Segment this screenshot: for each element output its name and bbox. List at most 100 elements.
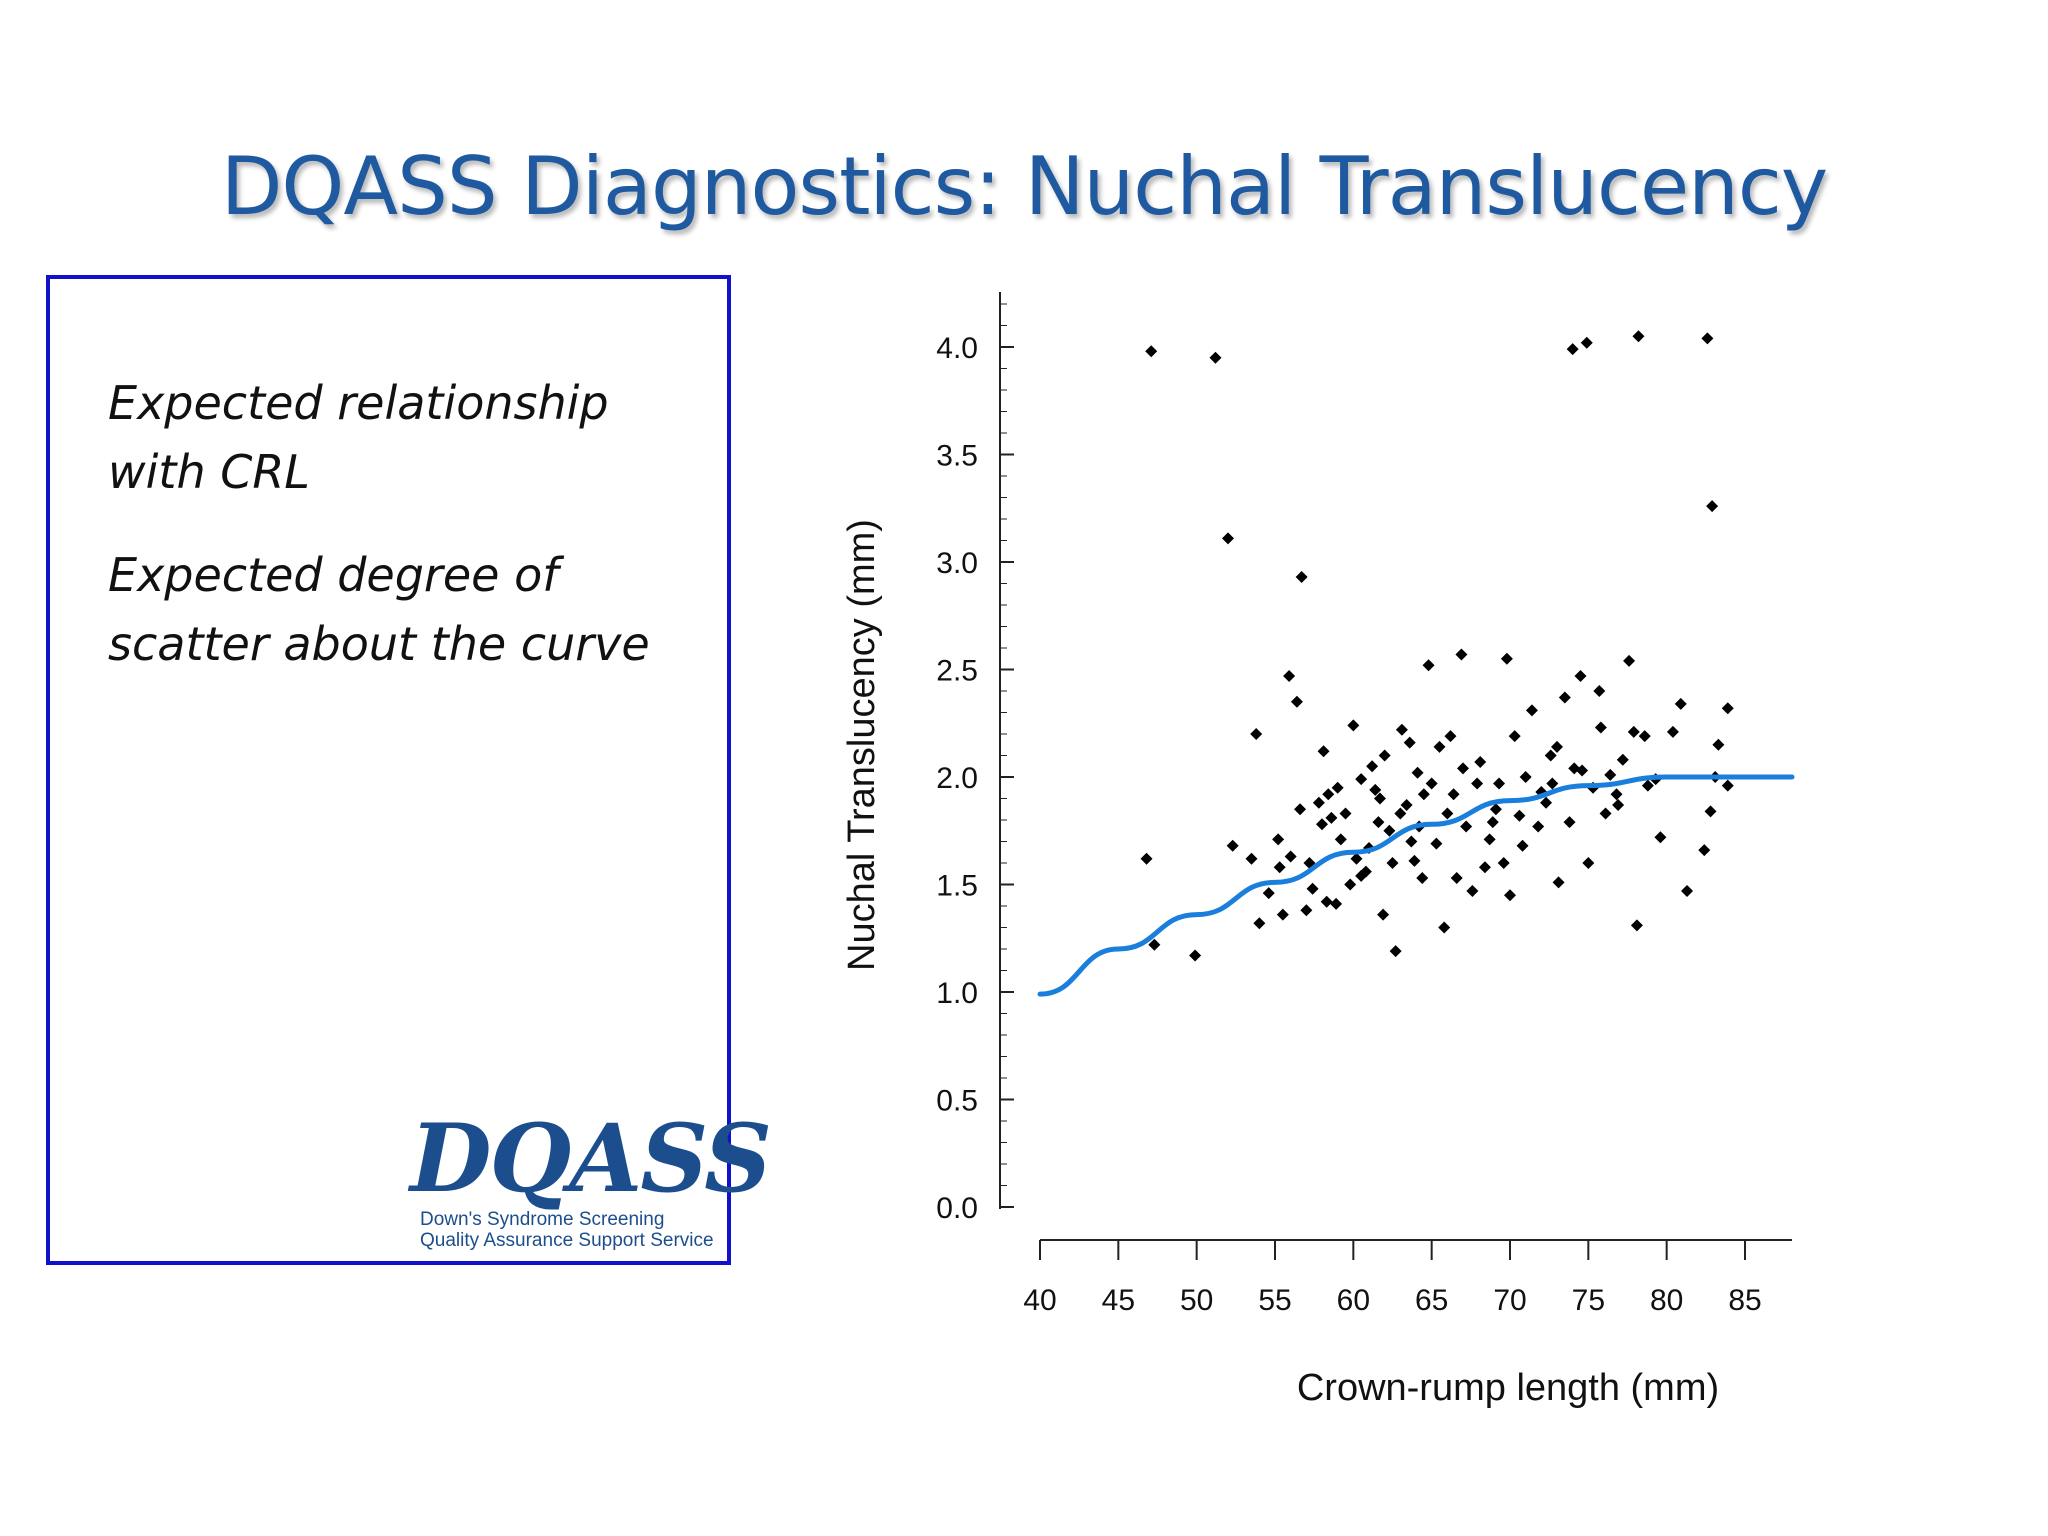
data-point [1331, 781, 1344, 794]
data-point [1504, 889, 1516, 902]
expected-curve [1037, 774, 1795, 997]
data-point [1513, 809, 1526, 822]
data-point [1322, 788, 1335, 801]
data-point [1471, 777, 1484, 790]
data-point [1373, 792, 1386, 805]
data-point [1355, 773, 1368, 786]
data-point [1273, 861, 1286, 874]
data-point [1551, 740, 1563, 753]
data-point [1320, 895, 1333, 908]
data-point [1478, 861, 1491, 874]
data-point [1325, 811, 1338, 824]
data-point [1516, 839, 1529, 852]
data-point [1276, 908, 1289, 921]
data-point [1566, 343, 1579, 356]
data-point [1395, 723, 1408, 736]
slide-title: DQASS Diagnostics: Nuchal Translucency [220, 140, 1828, 233]
data-point [1457, 762, 1469, 775]
data-point [1290, 695, 1303, 708]
bullet-scatter-line-2: scatter about the curve [108, 617, 650, 671]
data-point [1189, 949, 1202, 962]
x-tick-label: 80 [1650, 1284, 1683, 1317]
data-point [1383, 824, 1396, 837]
data-point [1486, 816, 1499, 829]
data-point [1438, 921, 1451, 934]
x-axis-title: Crown-rump length (mm) [1297, 1367, 1719, 1409]
data-point [1317, 745, 1330, 758]
data-point [1425, 777, 1438, 790]
data-point [1493, 777, 1506, 790]
data-point [1574, 669, 1587, 682]
data-point [1209, 351, 1222, 364]
data-point [1444, 730, 1457, 743]
data-point [1627, 725, 1640, 738]
x-tick-label: 85 [1728, 1284, 1761, 1317]
y-tick-label: 2.5 [936, 655, 978, 688]
data-point [1638, 730, 1651, 743]
data-point [1721, 702, 1734, 715]
data-point [1489, 803, 1502, 816]
y-tick-label: 3.0 [936, 547, 978, 580]
bullet-scatter: Expected degree of scatter about the cur… [108, 541, 650, 679]
data-point [1474, 755, 1487, 768]
data-point [1295, 571, 1308, 584]
data-point [1706, 500, 1719, 513]
data-point [1552, 876, 1565, 889]
data-point [1612, 798, 1625, 811]
y-tick-label: 1.5 [936, 870, 978, 903]
data-point [1576, 764, 1589, 777]
data-point [1334, 833, 1347, 846]
y-tick-label: 0.0 [936, 1192, 978, 1225]
data-point [1145, 345, 1158, 358]
data-point [1460, 820, 1473, 833]
x-tick-label: 75 [1572, 1284, 1605, 1317]
data-point [1411, 766, 1424, 779]
data-point [1483, 833, 1496, 846]
data-point [1508, 730, 1521, 743]
data-point [1604, 768, 1617, 781]
data-point [1403, 736, 1416, 749]
data-point [1582, 857, 1595, 869]
x-tick-label: 65 [1415, 1284, 1448, 1317]
data-point [1400, 798, 1413, 811]
data-point [1698, 844, 1711, 857]
data-point [1262, 887, 1275, 900]
data-point [1546, 777, 1559, 790]
data-point [1316, 818, 1328, 831]
data-point [1632, 330, 1645, 343]
bullet-relationship-line-2: with CRL [108, 445, 310, 499]
data-point [1447, 788, 1460, 801]
data-point [1350, 852, 1363, 865]
data-point [1630, 919, 1643, 932]
data-point [1450, 872, 1463, 885]
data-point [1721, 779, 1734, 792]
data-point [1610, 788, 1623, 801]
data-point [1148, 938, 1161, 951]
y-tick-label: 1.0 [936, 977, 978, 1010]
text-panel: Expected relationship with CRL Expected … [46, 275, 772, 1265]
data-point [1140, 852, 1153, 865]
data-point [1455, 648, 1468, 661]
data-point [1386, 857, 1399, 869]
y-tick-label: 2.0 [936, 762, 978, 795]
data-point [1408, 854, 1421, 867]
data-point [1377, 908, 1390, 921]
data-point [1674, 697, 1687, 710]
data-point [1347, 719, 1360, 732]
data-point [1616, 753, 1629, 766]
x-tick-label: 70 [1493, 1284, 1526, 1317]
data-point [1519, 771, 1532, 783]
data-point [1250, 728, 1263, 740]
data-point [1405, 835, 1418, 848]
data-point [1544, 749, 1557, 762]
dqass-logo: DQASS Down's Syndrome Screening Quality … [410, 1109, 772, 1251]
data-point [1654, 831, 1667, 844]
data-point [1558, 691, 1571, 704]
y-tick-label: 4.0 [936, 332, 978, 365]
data-point [1712, 738, 1725, 751]
data-point [1466, 884, 1479, 897]
data-point [1599, 807, 1612, 820]
data-point [1580, 336, 1593, 349]
x-tick-label: 55 [1258, 1284, 1291, 1317]
data-point [1306, 882, 1319, 895]
